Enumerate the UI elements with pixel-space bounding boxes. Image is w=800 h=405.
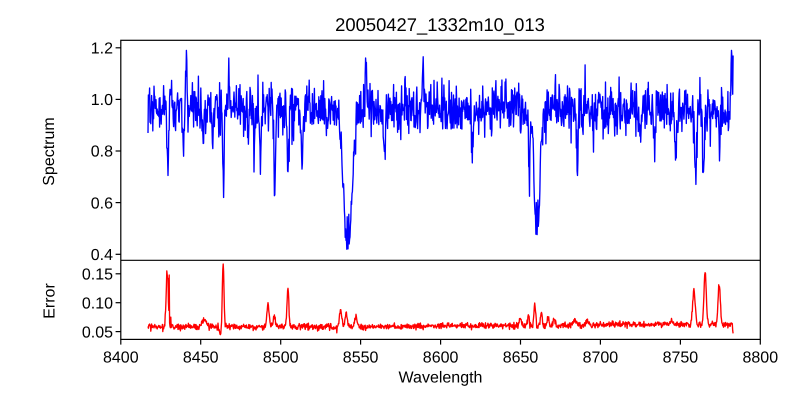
svg-text:0.6: 0.6 [91, 195, 113, 212]
svg-text:8550: 8550 [343, 349, 379, 366]
svg-text:1.2: 1.2 [91, 41, 113, 58]
svg-text:Wavelength: Wavelength [399, 370, 483, 387]
svg-text:8450: 8450 [183, 349, 219, 366]
svg-text:0.10: 0.10 [82, 295, 113, 312]
svg-text:Spectrum: Spectrum [41, 117, 58, 185]
svg-text:Error: Error [42, 283, 59, 319]
svg-text:1.0: 1.0 [91, 92, 113, 109]
svg-text:20050427_1332m10_013: 20050427_1332m10_013 [335, 14, 545, 35]
svg-text:8650: 8650 [503, 349, 539, 366]
svg-text:8700: 8700 [583, 349, 619, 366]
svg-text:0.05: 0.05 [82, 324, 113, 341]
svg-text:8500: 8500 [263, 349, 299, 366]
svg-text:8600: 8600 [423, 349, 459, 366]
svg-text:0.15: 0.15 [82, 267, 113, 284]
svg-text:0.4: 0.4 [91, 247, 113, 264]
svg-text:8800: 8800 [743, 349, 779, 366]
svg-text:8750: 8750 [663, 349, 699, 366]
svg-text:0.8: 0.8 [91, 144, 113, 161]
svg-text:8400: 8400 [103, 349, 139, 366]
